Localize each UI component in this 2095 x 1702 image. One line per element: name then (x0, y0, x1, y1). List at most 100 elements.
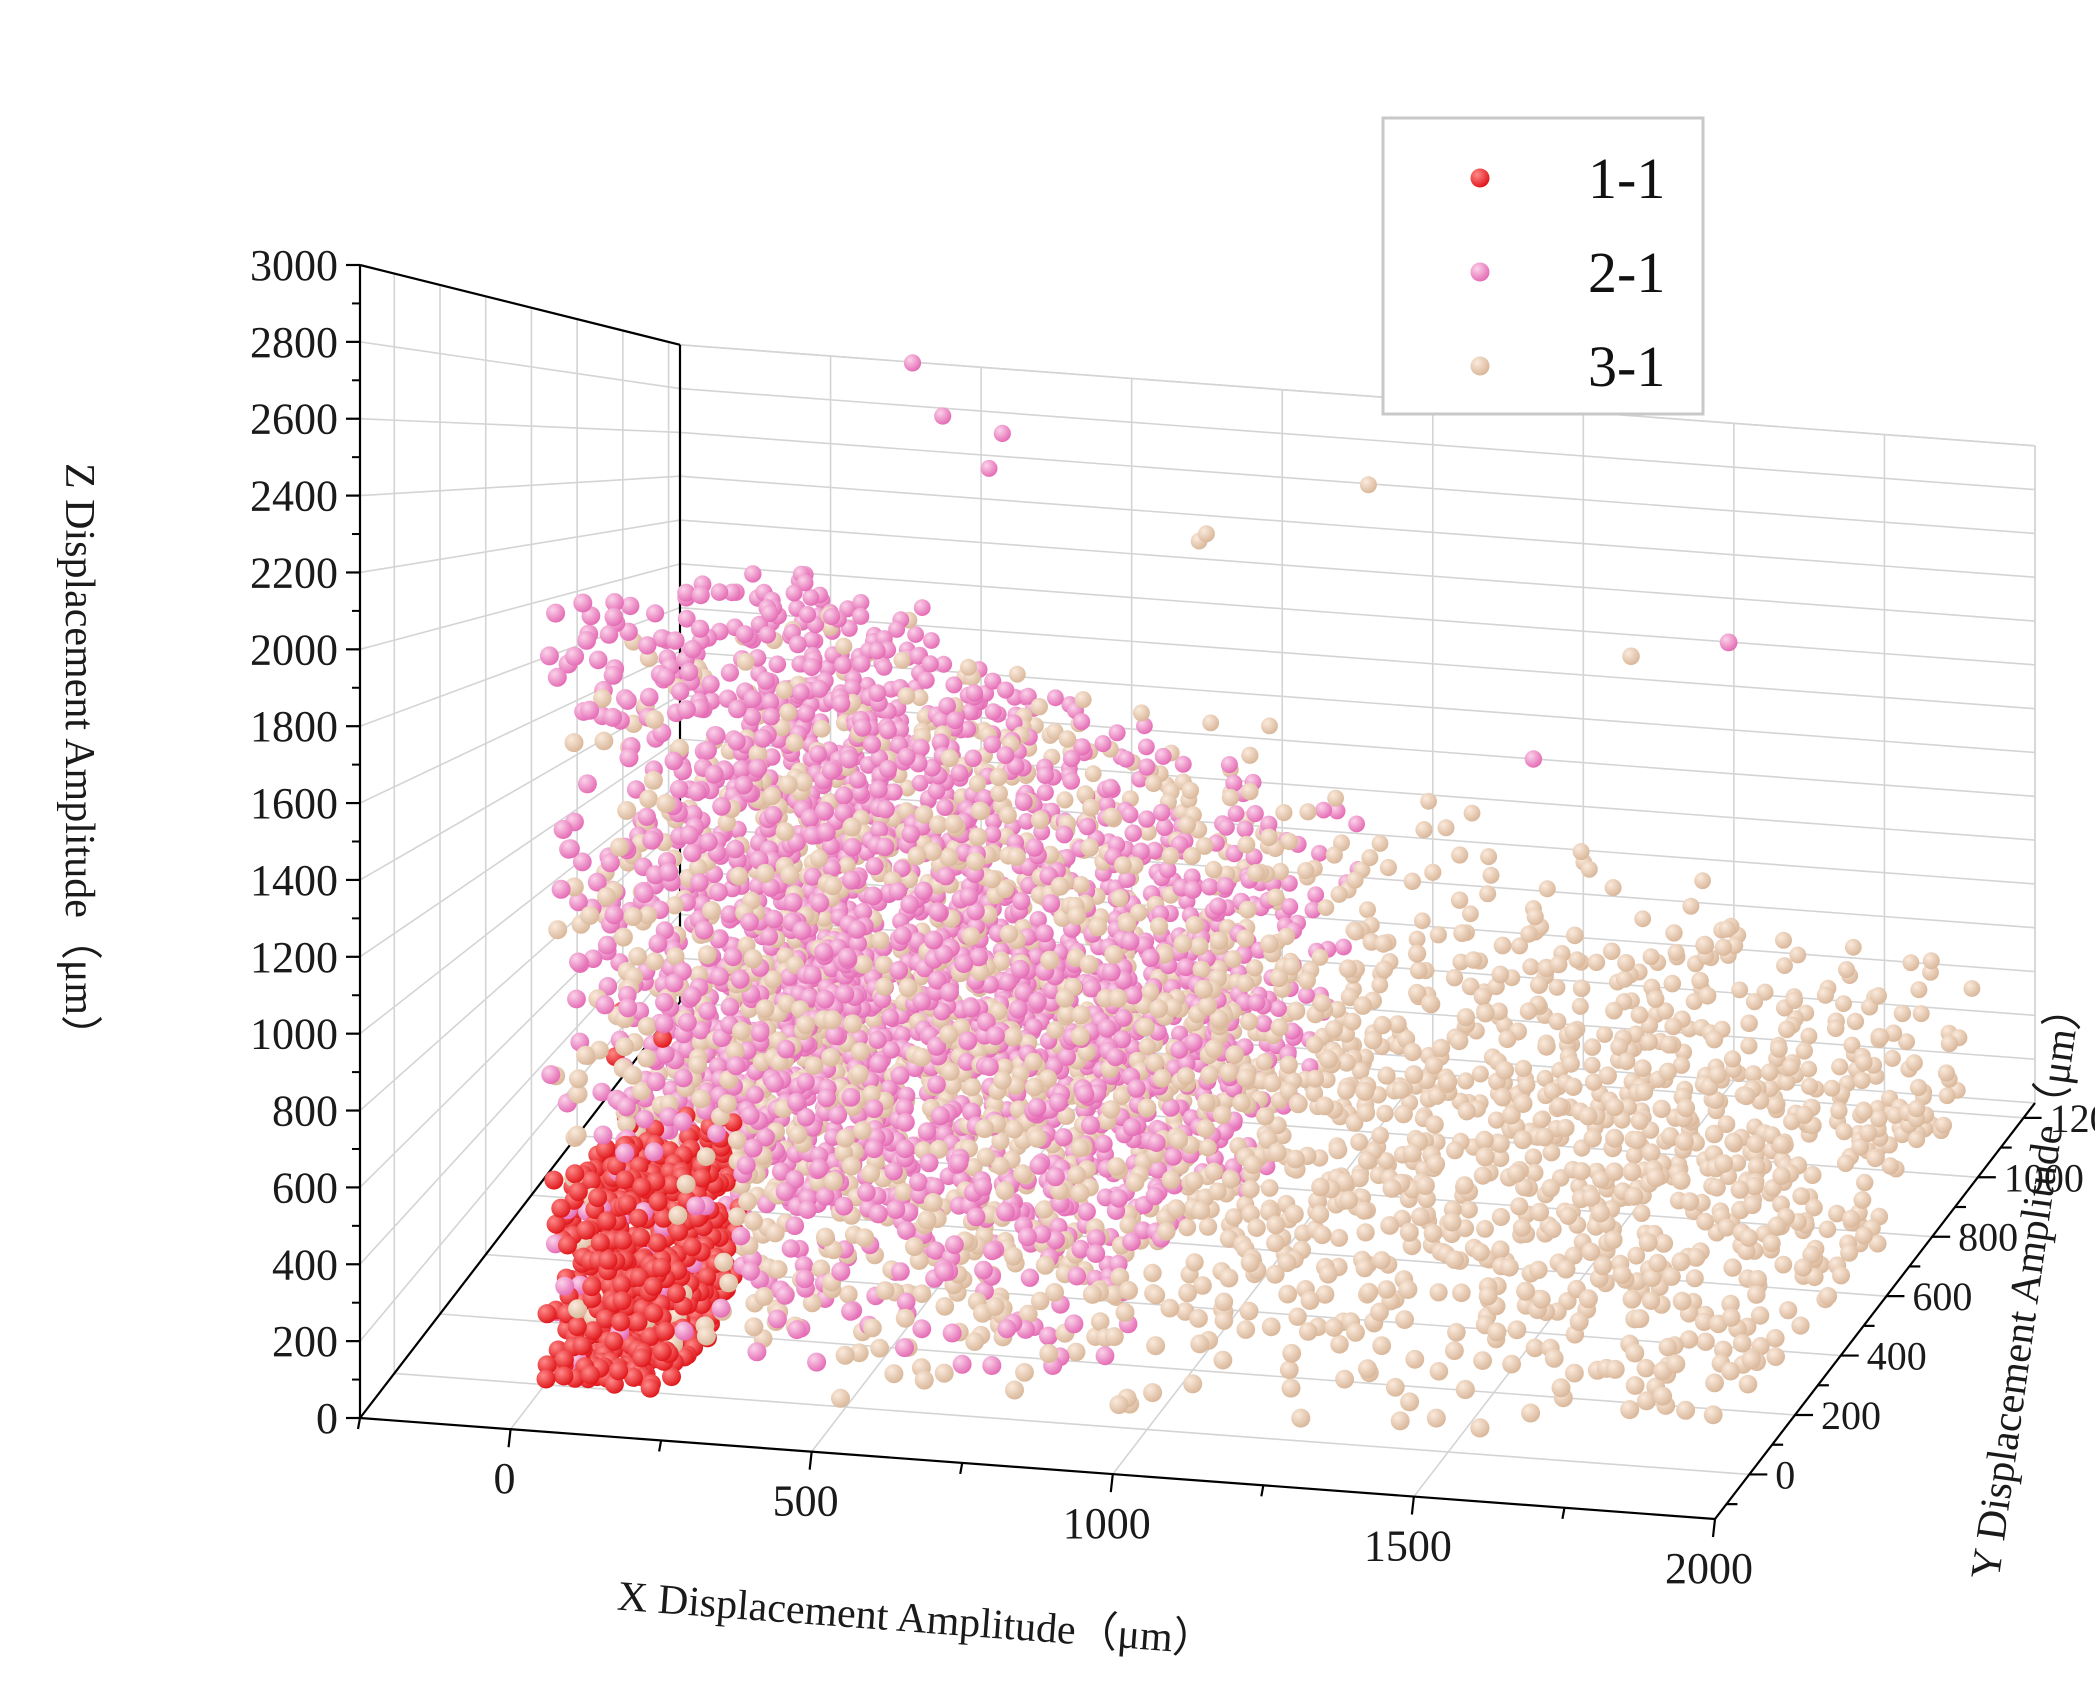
point-2-1 (1073, 713, 1091, 731)
point-2-1 (679, 662, 699, 682)
point-2-1 (1121, 806, 1139, 824)
point-2-1 (599, 625, 619, 644)
point-3-1 (1408, 984, 1427, 1003)
point-2-1 (879, 759, 898, 778)
point-2-1 (1246, 805, 1264, 823)
point-2-1 (983, 735, 1002, 754)
point-3-1 (943, 1076, 962, 1095)
point-2-1 (980, 459, 998, 477)
point-3-1 (1835, 995, 1852, 1012)
point-2-1 (1122, 1232, 1141, 1251)
point-3-1 (1493, 936, 1512, 955)
point-3-1 (971, 801, 990, 821)
point-2-1 (1132, 842, 1150, 861)
point-2-1 (938, 697, 956, 715)
point-3-1 (1361, 849, 1379, 867)
point-3-1 (1750, 1306, 1770, 1325)
point-3-1 (982, 869, 1001, 889)
point-3-1 (999, 806, 1017, 825)
point-3-1 (1800, 1077, 1819, 1095)
point-2-1 (1138, 738, 1155, 756)
point-2-1 (796, 574, 814, 592)
point-3-1 (989, 1002, 1008, 1021)
point-3-1 (1457, 1102, 1476, 1121)
point-2-1 (1719, 633, 1738, 652)
point-3-1 (738, 1192, 757, 1211)
point-3-1 (1868, 1234, 1887, 1253)
point-3-1 (1379, 859, 1397, 877)
point-3-1 (1898, 1033, 1915, 1051)
point-3-1 (1517, 1076, 1536, 1094)
point-3-1 (1236, 929, 1255, 948)
point-2-1 (762, 707, 780, 726)
point-2-1 (965, 684, 983, 702)
point-3-1 (1630, 1112, 1649, 1131)
point-2-1 (981, 975, 1000, 994)
point-3-1 (1694, 872, 1711, 890)
point-3-1 (1423, 1224, 1443, 1243)
point-3-1 (1255, 1053, 1273, 1071)
point-2-1 (677, 609, 696, 628)
point-3-1 (1372, 1251, 1391, 1270)
point-2-1 (740, 912, 759, 932)
point-2-1 (1117, 750, 1135, 768)
point-3-1 (838, 856, 856, 875)
point-3-1 (1963, 980, 1981, 997)
grid-line-back-z (679, 782, 2036, 885)
point-3-1 (1330, 1335, 1349, 1354)
point-3-1 (1866, 1149, 1884, 1168)
point-2-1 (735, 625, 754, 644)
point-3-1 (1462, 905, 1479, 923)
point-2-1 (961, 998, 981, 1018)
point-3-1 (1803, 1166, 1822, 1184)
point-3-1 (1846, 1012, 1865, 1031)
point-3-1 (1376, 1104, 1394, 1123)
top-left-edge (359, 263, 681, 346)
point-3-1 (1908, 1099, 1926, 1118)
point-2-1 (900, 895, 920, 914)
point-3-1 (1372, 1336, 1392, 1356)
point-3-1 (1356, 1103, 1376, 1122)
point-3-1 (810, 849, 828, 868)
point-3-1 (1831, 1058, 1849, 1076)
back-top-edge (679, 343, 2036, 447)
point-3-1 (1566, 926, 1584, 945)
point-2-1 (1073, 738, 1091, 756)
point-3-1 (1377, 1152, 1395, 1170)
point-3-1 (1445, 969, 1464, 987)
point-3-1 (1610, 1038, 1629, 1056)
grid-line-left-z (359, 738, 681, 958)
point-2-1 (935, 655, 953, 673)
point-3-1 (992, 953, 1011, 971)
point-2-1 (683, 843, 702, 863)
point-2-1 (1227, 805, 1245, 822)
point-2-1 (865, 857, 884, 876)
point-3-1 (1871, 1028, 1890, 1046)
point-2-1 (1025, 838, 1044, 857)
point-2-1 (911, 774, 929, 792)
point-3-1 (1424, 863, 1442, 881)
point-3-1 (1461, 977, 1480, 996)
point-3-1 (1731, 981, 1749, 999)
point-3-1 (1247, 864, 1265, 882)
point-2-1 (914, 881, 933, 901)
point-3-1 (1740, 1037, 1758, 1055)
point-3-1 (851, 1042, 870, 1061)
point-3-1 (1793, 1258, 1813, 1277)
point-3-1 (1737, 1087, 1756, 1106)
point-3-1 (1619, 1098, 1637, 1116)
point-2-1 (1161, 1098, 1180, 1117)
point-2-1 (1217, 818, 1235, 836)
point-3-1 (1524, 1148, 1543, 1166)
point-2-1 (1106, 1047, 1125, 1067)
point-2-1 (763, 748, 781, 766)
point-2-1 (1025, 1018, 1043, 1036)
point-3-1 (1855, 1102, 1873, 1121)
point-3-1 (1717, 1218, 1736, 1237)
point-3-1 (1596, 1026, 1613, 1043)
point-2-1 (1176, 958, 1195, 977)
point-3-1 (1125, 1173, 1145, 1192)
point-3-1 (1150, 917, 1169, 936)
point-3-1 (1663, 974, 1682, 993)
point-2-1 (891, 1262, 910, 1281)
